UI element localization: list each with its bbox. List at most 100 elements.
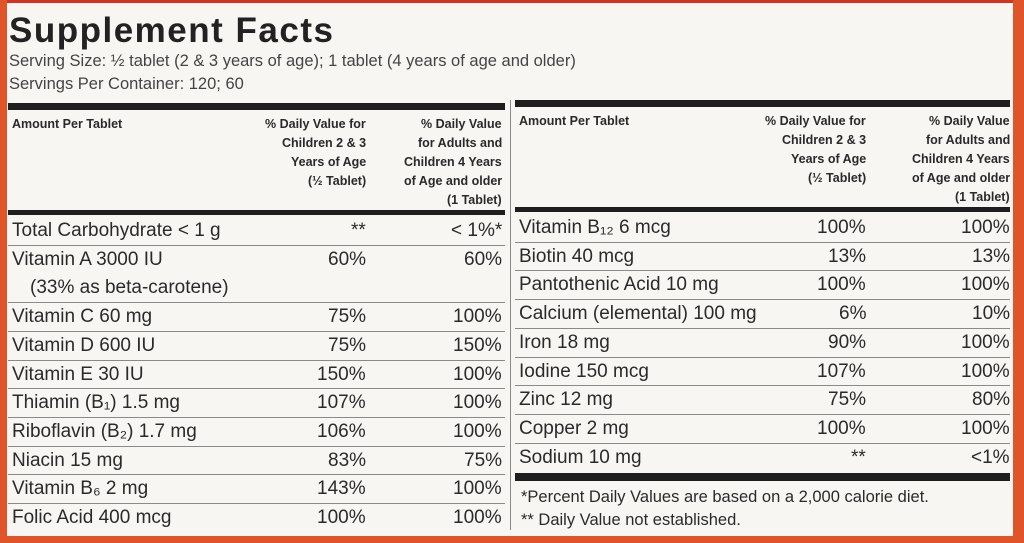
thick-bar bbox=[8, 210, 505, 215]
column-header: (½ Tablet) bbox=[808, 171, 867, 185]
child-dv: 107% bbox=[317, 392, 366, 414]
nutrient-name: Vitamin B₁₂ 6 mcg bbox=[519, 217, 671, 238]
nutrient-name: Riboflavin (B₂) 1.7 mg bbox=[12, 420, 197, 442]
adult-dv: 100% bbox=[453, 363, 502, 385]
nutrient-name: Iron 18 mg bbox=[519, 331, 610, 353]
nutrient-name: Vitamin B₆ 2 mg bbox=[12, 478, 149, 500]
child-dv: 83% bbox=[328, 449, 367, 471]
child-dv: 150% bbox=[317, 363, 366, 385]
row-rule bbox=[515, 299, 1010, 301]
column-header: Children 2 & 3 bbox=[782, 133, 867, 147]
column-header: Years of Age bbox=[291, 155, 367, 169]
adult-dv: 100% bbox=[961, 217, 1010, 238]
adult-dv: 150% bbox=[453, 334, 502, 356]
adult-dv: 100% bbox=[961, 274, 1010, 296]
adult-dv: 75% bbox=[464, 449, 503, 471]
nutrient-name: Niacin 15 mg bbox=[12, 449, 123, 471]
row-rule bbox=[8, 330, 505, 332]
nutrient-name: Calcium (elemental) 100 mg bbox=[519, 303, 757, 325]
child-dv: 100% bbox=[817, 274, 866, 296]
child-dv: 143% bbox=[317, 478, 366, 500]
adult-dv: 10% bbox=[972, 303, 1011, 325]
child-dv: 75% bbox=[328, 306, 367, 328]
nutrient-name: Vitamin A 3000 IU bbox=[12, 248, 163, 270]
row-rule bbox=[515, 327, 1010, 329]
nutrient-name: Vitamin C 60 mg bbox=[12, 306, 153, 328]
column-header: % Daily Value for bbox=[265, 117, 366, 131]
child-dv: 107% bbox=[817, 360, 866, 382]
row-rule bbox=[8, 388, 505, 390]
column-header: for Adults and bbox=[926, 133, 1011, 147]
adult-dv: 100% bbox=[453, 478, 502, 500]
row-rule bbox=[515, 356, 1010, 358]
row-rule bbox=[515, 442, 1010, 444]
row-rule bbox=[8, 244, 505, 246]
nutrient-name: Thiamin (B₁) 1.5 mg bbox=[12, 392, 180, 414]
column-header: % Daily Value bbox=[929, 114, 1010, 128]
adult-dv: 13% bbox=[972, 245, 1011, 267]
row-rule bbox=[8, 359, 505, 361]
right-border bbox=[1013, 0, 1024, 543]
adult-dv: 100% bbox=[453, 507, 502, 528]
column-header: (1 Tablet) bbox=[447, 193, 502, 207]
column-header: Amount Per Tablet bbox=[519, 114, 630, 128]
nutrient-name: Biotin 40 mcg bbox=[519, 245, 635, 267]
child-dv: 75% bbox=[828, 389, 867, 411]
row-rule bbox=[8, 503, 505, 504]
column-header: of Age and older bbox=[404, 174, 503, 188]
column-header: % Daily Value for bbox=[765, 114, 866, 128]
child-dv: 106% bbox=[317, 420, 366, 442]
column-header: Years of Age bbox=[791, 152, 867, 166]
child-dv: 90% bbox=[828, 331, 867, 353]
nutrient-name: Zinc 12 mg bbox=[519, 389, 613, 411]
thick-bar bbox=[515, 100, 1010, 107]
child-dv: 100% bbox=[817, 217, 866, 238]
footnote: *Percent Daily Values are based on a 2,0… bbox=[521, 488, 929, 507]
row-rule bbox=[515, 241, 1010, 243]
adult-dv: 100% bbox=[961, 331, 1010, 353]
column-header: Children 4 Years bbox=[912, 152, 1010, 166]
nutrient-name: Folic Acid 400 mcg bbox=[12, 507, 172, 528]
adult-dv: 100% bbox=[453, 306, 502, 328]
nutrient-name: Sodium 10 mg bbox=[519, 446, 642, 468]
column-header: Amount Per Tablet bbox=[12, 117, 123, 131]
row-rule bbox=[8, 474, 505, 476]
child-dv: 100% bbox=[317, 507, 366, 528]
column-header: % Daily Value bbox=[421, 117, 502, 131]
adult-dv: 80% bbox=[972, 389, 1011, 411]
nutrient-note: (33% as beta-carotene) bbox=[30, 277, 229, 299]
child-dv: 60% bbox=[328, 248, 367, 270]
adult-dv: <1% bbox=[971, 446, 1010, 468]
adult-dv: < 1%* bbox=[451, 220, 503, 241]
row-rule bbox=[8, 302, 505, 304]
row-rule bbox=[8, 445, 505, 447]
child-dv: 6% bbox=[839, 303, 867, 325]
adult-dv: 100% bbox=[453, 420, 502, 442]
column-divider bbox=[510, 100, 511, 530]
adult-dv: 100% bbox=[961, 360, 1010, 382]
thick-bar bbox=[515, 207, 1010, 212]
bottom-border bbox=[0, 536, 1024, 543]
row-rule bbox=[8, 416, 505, 418]
row-rule bbox=[515, 385, 1010, 387]
top-border bbox=[0, 0, 1024, 3]
thick-bar bbox=[515, 473, 1010, 482]
servings-per-container: Servings Per Container: 120; 60 bbox=[9, 75, 244, 93]
nutrient-name: Vitamin D 600 IU bbox=[12, 334, 156, 356]
child-dv: 100% bbox=[817, 417, 866, 439]
adult-dv: 60% bbox=[464, 248, 503, 270]
adult-dv: 100% bbox=[961, 417, 1010, 439]
nutrient-name: Total Carbohydrate < 1 g bbox=[12, 220, 221, 241]
child-dv: 13% bbox=[828, 245, 867, 267]
nutrient-name: Copper 2 mg bbox=[519, 417, 629, 439]
column-header: Children 2 & 3 bbox=[282, 136, 367, 150]
nutrient-name: Vitamin E 30 IU bbox=[12, 363, 144, 385]
child-dv: 75% bbox=[328, 334, 367, 356]
column-header: for Adults and bbox=[418, 136, 503, 150]
column-header: of Age and older bbox=[912, 171, 1011, 185]
column-header: Children 4 Years bbox=[404, 155, 502, 169]
nutrient-name: Iodine 150 mcg bbox=[519, 360, 649, 382]
footnote: ** Daily Value not established. bbox=[521, 511, 741, 530]
title: Supplement Facts bbox=[9, 11, 335, 50]
